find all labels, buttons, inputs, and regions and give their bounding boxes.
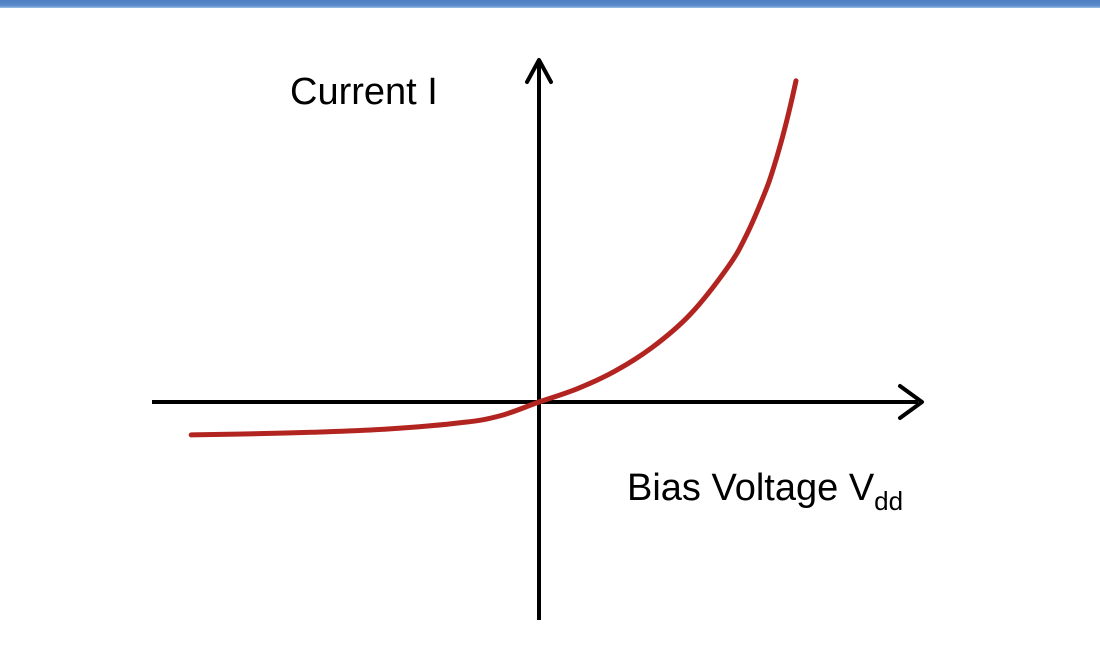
- x-axis-arrowhead: [898, 384, 924, 420]
- x-axis-label-subscript: dd: [874, 486, 903, 516]
- y-axis-arrowhead: [525, 58, 553, 84]
- x-axis-label: Bias Voltage Vdd: [627, 467, 903, 516]
- x-axis-label-main: Bias Voltage V: [627, 467, 875, 509]
- axes: [152, 58, 924, 620]
- slide-top-bar: [0, 0, 1100, 8]
- y-axis-label: Current I: [290, 71, 438, 113]
- series: [188, 78, 799, 438]
- series-line-0: [188, 78, 799, 438]
